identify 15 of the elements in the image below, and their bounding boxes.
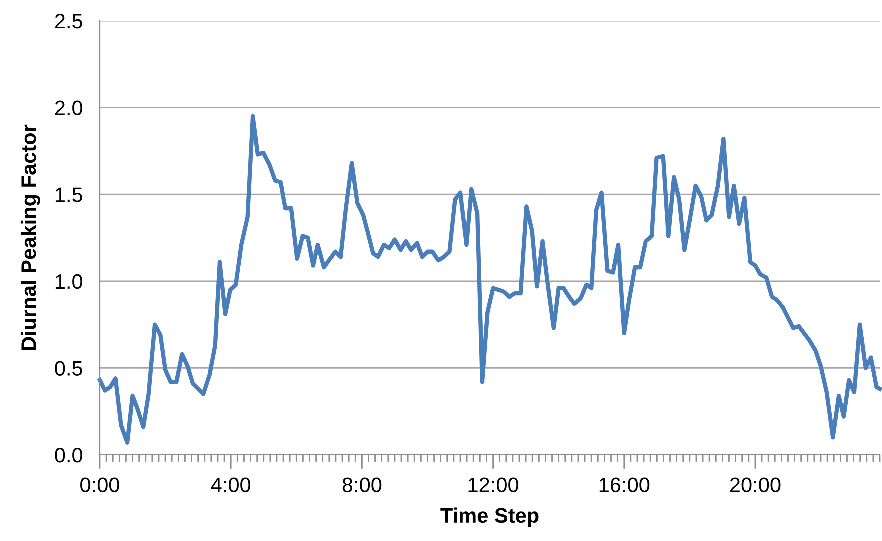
x-tick-label: 8:00 <box>342 478 382 493</box>
x-tick-label: 4:00 <box>211 478 251 493</box>
x-tick-label: 0:00 <box>80 478 120 493</box>
x-tick-label: 20:00 <box>730 478 781 493</box>
y-tick-label: 1.0 <box>56 274 83 290</box>
x-axis-title: Time Step <box>440 508 539 528</box>
x-tick-label: 16:00 <box>600 478 650 493</box>
y-tick-label: 2.0 <box>55 100 83 116</box>
x-tick-label: 12:00 <box>468 478 519 493</box>
y-tick-label: 2.5 <box>55 14 82 29</box>
line-series <box>98 114 882 445</box>
y-tick-label: 1.5 <box>56 188 82 202</box>
y-axis-title: Diurnal Peaking Factor <box>20 124 40 350</box>
y-tick-label: 0.5 <box>55 361 82 376</box>
y-tick-label: 0.0 <box>55 448 83 463</box>
